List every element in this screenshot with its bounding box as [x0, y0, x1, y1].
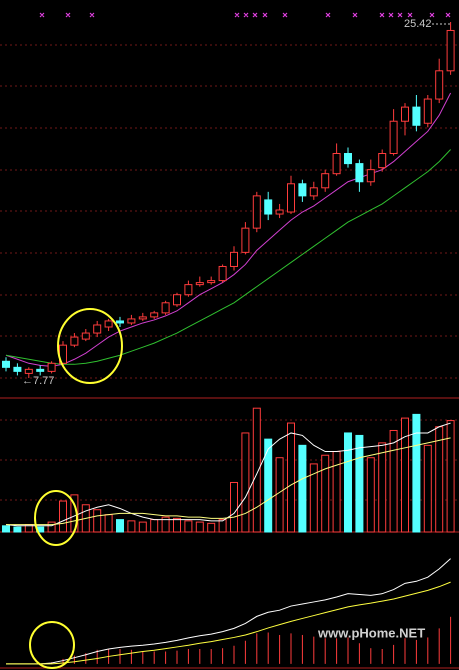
- indicator-line: [5, 422, 451, 527]
- candle-body: [423, 98, 432, 124]
- highlight-circle: [57, 308, 123, 384]
- volume-bar: [104, 514, 113, 533]
- volume-bar: [423, 444, 432, 533]
- indicator-line: [5, 149, 451, 365]
- plot: [0, 21, 459, 665]
- highlight-circles: [29, 308, 123, 669]
- candle-body: [366, 169, 375, 183]
- candle-body: [161, 302, 170, 314]
- volume-bar: [435, 426, 444, 533]
- candle-body: [344, 153, 352, 165]
- candle-body: [252, 195, 261, 229]
- candle-body: [355, 163, 364, 183]
- candle-body: [332, 153, 341, 175]
- candle-body: [81, 332, 90, 340]
- volume-bar: [355, 434, 364, 533]
- volume-bar: [275, 457, 284, 533]
- candle-body: [230, 251, 238, 267]
- volume-bar: [218, 519, 227, 533]
- indicator-line: [5, 92, 452, 367]
- candle-body: [127, 318, 136, 324]
- candle-body: [138, 316, 147, 320]
- candle-body: [104, 320, 113, 328]
- volume-bar: [93, 509, 102, 533]
- volume-bar: [2, 525, 10, 533]
- candle-body: [401, 106, 409, 122]
- signal-cross: [39, 12, 451, 18]
- volume-bar: [138, 521, 147, 533]
- watermark: www.pHome.NET: [317, 625, 425, 640]
- candle-body: [287, 183, 295, 213]
- volume-bar: [401, 417, 409, 533]
- candle-body: [309, 187, 318, 197]
- volume-bar: [252, 407, 261, 533]
- candle-body: [207, 280, 216, 284]
- candle-body: [47, 362, 56, 372]
- volume-bar: [298, 444, 307, 533]
- indicator-line: [6, 581, 451, 665]
- candle-body: [321, 173, 330, 189]
- highlight-circle: [34, 490, 78, 546]
- volume-bar: [412, 413, 421, 533]
- volume-bar: [378, 442, 387, 533]
- volume-bar: [366, 457, 375, 533]
- volume-bar: [184, 520, 193, 533]
- candle-body: [412, 106, 421, 126]
- candle-body: [378, 153, 387, 169]
- volume-bar: [161, 516, 170, 533]
- volume-bar: [230, 481, 238, 533]
- indicator-line: [6, 558, 451, 665]
- candle-body: [389, 120, 398, 155]
- candle-body: [36, 368, 45, 372]
- indicator-line: [6, 437, 451, 526]
- candle-body: [298, 183, 307, 197]
- volume-bar: [47, 521, 56, 533]
- volume-bar: [173, 517, 181, 533]
- signal-markers: [39, 12, 451, 18]
- candle-body: [13, 366, 22, 372]
- volume-bar: [309, 463, 318, 533]
- volume-bar: [59, 500, 67, 533]
- volume-bar: [389, 429, 398, 533]
- high-label: 25.42: [404, 18, 432, 30]
- candle-body: [435, 70, 444, 100]
- candle-body: [241, 227, 250, 253]
- candle-body: [264, 199, 273, 215]
- candle-body: [150, 312, 159, 318]
- volume-bar: [446, 420, 455, 533]
- candle-body: [116, 320, 124, 324]
- highlight-circle: [29, 621, 75, 669]
- candle-body: [275, 209, 284, 215]
- low-label: ←7.77: [22, 375, 54, 387]
- volume-bar: [127, 520, 136, 533]
- candle-body: [93, 324, 102, 334]
- volume-bar: [207, 522, 216, 533]
- volume-bar: [332, 451, 341, 533]
- volume-bar: [195, 521, 204, 533]
- candle-body: [70, 336, 79, 346]
- volume-bar: [116, 519, 124, 533]
- volume-bar: [344, 432, 352, 533]
- candle-body: [195, 282, 204, 286]
- volume-bar: [13, 526, 22, 533]
- volume-bar: [241, 432, 250, 533]
- candle-body: [218, 265, 227, 282]
- candle-body: [2, 360, 10, 368]
- volume-bar: [321, 454, 330, 533]
- volume-bar: [264, 438, 273, 533]
- candle-body: [24, 368, 33, 374]
- volume-bar: [287, 422, 295, 533]
- candle-body: [173, 294, 181, 306]
- candle-body: [184, 284, 193, 296]
- candle-body: [446, 29, 455, 72]
- volume-bar: [150, 519, 159, 533]
